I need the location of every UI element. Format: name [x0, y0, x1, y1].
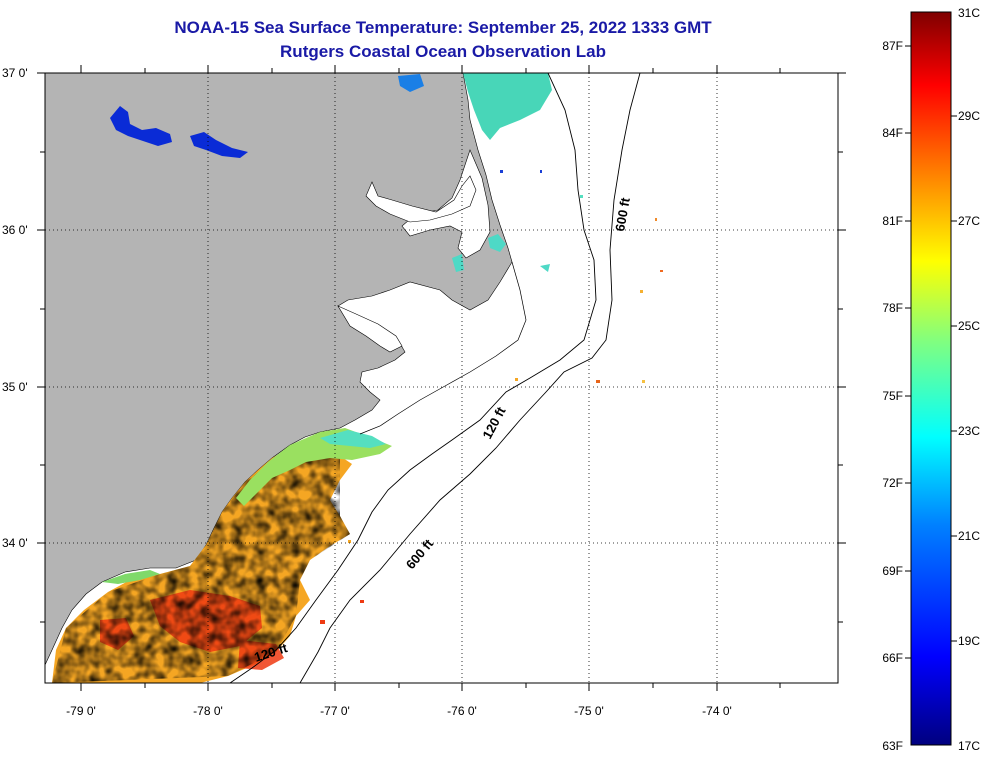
graticule	[45, 73, 838, 683]
colorbar-f-75: 75F	[882, 389, 903, 403]
colorbar-c-27: 27C	[958, 214, 980, 228]
sst-warm-speckle	[52, 448, 350, 683]
map-tick-marks	[37, 65, 846, 691]
map-title: NOAA-15 Sea Surface Temperature: Septemb…	[174, 18, 712, 37]
sst-north-cool-strip	[463, 73, 552, 140]
map-area: 600 ft 120 ft 600 ft 120 ft	[45, 73, 838, 683]
colorbar-c-25: 25C	[958, 319, 980, 333]
lon-label-78: -78 0'	[193, 704, 223, 718]
colorbar-f-81: 81F	[882, 214, 903, 228]
sst-coast-strip-south	[102, 570, 160, 584]
colorbar-c-31: 31C	[958, 6, 980, 20]
colorbar-f-84: 84F	[882, 126, 903, 140]
lon-label-79: -79 0'	[66, 704, 96, 718]
contour-600ft	[299, 73, 641, 683]
colorbar-f-78: 78F	[882, 301, 903, 315]
colorbar: 31C 29C 27C 25C 23C 21C 19C 17C 87F 84F …	[882, 6, 980, 753]
colorbar-ticks	[905, 45, 957, 659]
colorbar-c-17: 17C	[958, 739, 980, 753]
albemarle-sound	[365, 175, 477, 223]
colorbar-f-72: 72F	[882, 476, 903, 490]
lon-label-77: -77 0'	[320, 704, 350, 718]
colorbar-gradient	[910, 11, 952, 746]
sst-nearshore-band	[236, 428, 392, 506]
contour-120ft-north	[229, 73, 597, 683]
lat-label-35: 35 0'	[2, 380, 28, 394]
colorbar-f-63: 63F	[882, 739, 903, 753]
sst-nearshore-cyan	[320, 430, 386, 448]
sst-north-blue-spot	[398, 74, 424, 92]
colorbar-c-21: 21C	[958, 529, 980, 543]
contour-label-600ft-north: 600 ft	[612, 196, 633, 233]
lat-label-36: 36 0'	[2, 223, 28, 237]
colorbar-f-87: 87F	[882, 39, 903, 53]
lon-label-74: -74 0'	[702, 704, 732, 718]
lat-label-37: 37 0'	[2, 66, 28, 80]
lon-label-75: -75 0'	[574, 704, 604, 718]
offshore-pixels	[320, 170, 663, 624]
colorbar-f-66: 66F	[882, 651, 903, 665]
lon-label-76: -76 0'	[447, 704, 477, 718]
colorbar-f-69: 69F	[882, 564, 903, 578]
land-mass	[45, 73, 513, 666]
pamlico-river	[337, 305, 403, 353]
map-frame	[44, 72, 839, 684]
inland-lake-1	[110, 106, 172, 146]
inland-lake-2	[190, 132, 248, 158]
pamlico-sound	[401, 149, 491, 259]
lat-label-34: 34 0'	[2, 536, 28, 550]
map-subtitle: Rutgers Coastal Ocean Observation Lab	[280, 42, 606, 61]
coastline-inner	[359, 261, 527, 435]
colorbar-c-29: 29C	[958, 109, 980, 123]
colorbar-c-23: 23C	[958, 424, 980, 438]
sst-outer-banks-spots	[452, 234, 550, 272]
colorbar-c-19: 19C	[958, 634, 980, 648]
